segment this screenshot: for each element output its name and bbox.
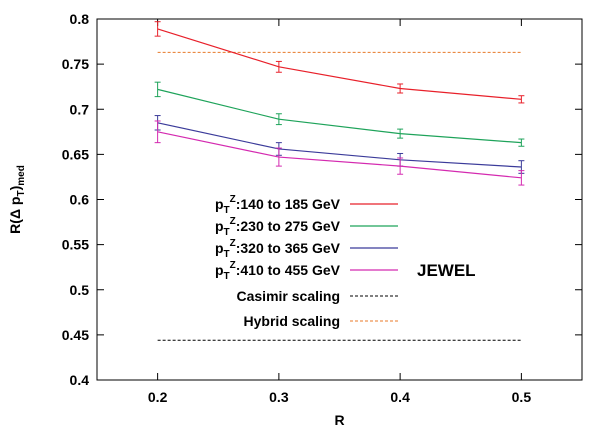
y-tick-label: 0.65 — [62, 146, 89, 162]
y-tick-label: 0.6 — [70, 192, 90, 208]
y-axis-label-sub1: T — [16, 190, 27, 196]
x-tick-label: 0.5 — [512, 389, 532, 405]
series-line — [157, 28, 522, 100]
y-tick-label: 0.4 — [70, 372, 90, 388]
annotation-jewel: JEWEL — [417, 261, 476, 280]
x-tick-label: 0.3 — [269, 389, 289, 405]
reference-lines — [157, 51, 522, 341]
y-axis-label-main: R(Δ p — [7, 197, 23, 234]
legend-label: pTZ:140 to 185 GeV — [215, 194, 341, 216]
axes: 0.4 0.45 0.5 0.55 0.6 0.65 0.7 0.75 0.8 0.2 0.3 0.4… — [62, 11, 582, 405]
y-axis-label: R(Δ pT)med — [7, 165, 27, 234]
legend-label: pTZ:230 to 275 GeV — [215, 216, 341, 238]
x-tick-label: 0.4 — [390, 389, 410, 405]
legend-label: Hybrid scaling — [244, 313, 340, 329]
x-axis-label: R — [334, 412, 344, 428]
y-tick-label: 0.8 — [70, 11, 90, 27]
series-line — [157, 122, 522, 168]
series-line — [157, 131, 522, 179]
legend-label: Casimir scaling — [237, 288, 341, 304]
legend-label: pTZ:410 to 455 GeV — [215, 260, 341, 282]
y-axis-label-sub2: med — [16, 165, 27, 186]
y-axis-label-close: ) — [7, 186, 23, 191]
x-tick-label: 0.2 — [148, 389, 168, 405]
y-tick-label: 0.45 — [62, 327, 89, 343]
y-tick-label: 0.5 — [70, 282, 90, 298]
legend-label: pTZ:320 to 365 GeV — [215, 238, 341, 260]
y-tick-label: 0.75 — [62, 56, 89, 72]
series-line — [157, 88, 522, 144]
series-group — [154, 21, 525, 186]
y-tick-label: 0.55 — [62, 237, 89, 253]
y-tick-label: 0.7 — [70, 101, 90, 117]
